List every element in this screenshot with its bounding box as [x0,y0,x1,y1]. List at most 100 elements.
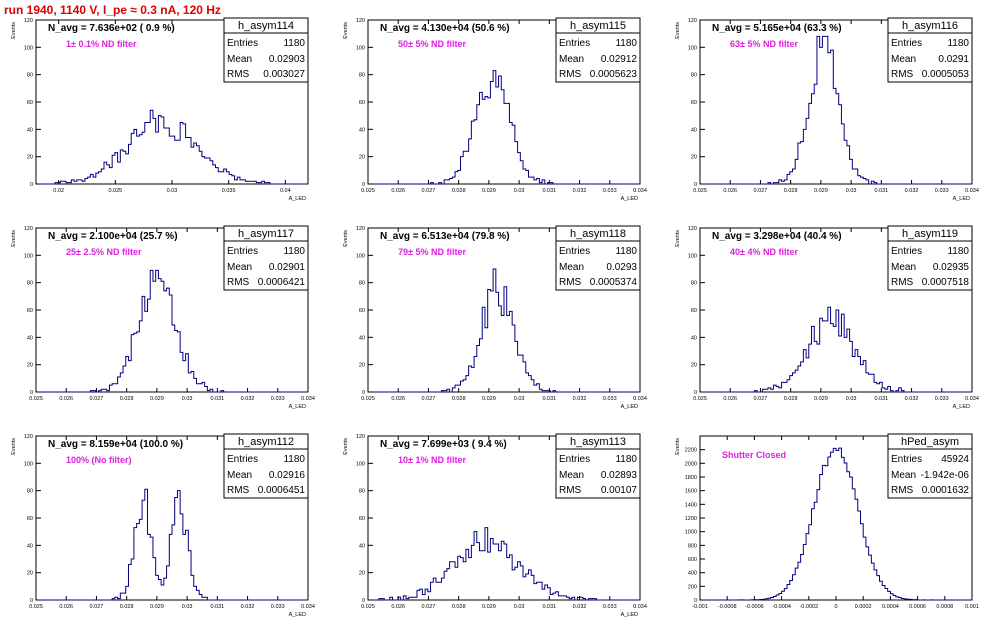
stats-mean-value: 0.02912 [601,54,638,65]
x-tick-label: 0.027 [754,396,768,402]
y-tick-label: 120 [688,226,697,232]
x-tick-label: 0.025 [29,396,43,402]
stats-title: h_asym116 [902,20,958,32]
x-tick-label: 0.032 [573,396,587,402]
stats-title: h_asym119 [902,228,958,240]
x-tick-label: 0.032 [573,188,587,194]
filter-label: 50± 5% ND filter [398,39,466,49]
x-tick-label: 0.034 [965,188,979,194]
x-axis-title: A_LED [289,612,306,618]
histogram-line [700,447,972,601]
y-tick-label: 1200 [685,516,697,522]
stats-rms-value: 0.003027 [263,69,305,80]
navg-label: N_avg = 3.298e+04 (40.4 %) [712,231,842,242]
y-tick-label: 80 [691,281,697,287]
x-tick-label: 0.028 [452,604,466,610]
y-tick-label: 1800 [685,475,697,481]
y-tick-label: 80 [359,489,365,495]
histogram-line [700,306,972,393]
x-tick-label: 0.029 [814,188,828,194]
x-axis-title: A_LED [621,404,638,410]
filter-label: 40± 4% ND filter [730,247,798,257]
y-tick-label: 100 [356,45,365,51]
y-tick-label: 1000 [685,530,697,536]
stats-rms-label: RMS [559,69,582,80]
stats-mean-label: Mean [227,470,252,481]
x-tick-label: 0.028 [784,396,798,402]
stats-box [223,433,309,499]
stats-rms-label: RMS [891,485,914,496]
y-tick-label: 80 [27,489,33,495]
x-tick-label: 0.031 [210,396,224,402]
y-tick-label: 80 [359,281,365,287]
y-tick-label: 60 [27,100,33,106]
histogram-line [368,70,640,185]
y-axis-title: Events [11,22,17,39]
y-tick-label: 2200 [685,448,697,454]
x-tick-label: 0.034 [633,188,647,194]
stats-entries-value: 1180 [283,246,305,257]
x-tick-label: 0.029 [814,396,828,402]
y-tick-label: 40 [359,543,365,549]
x-tick-label: 0.03 [846,188,857,194]
y-tick-label: 120 [24,18,33,24]
y-axis-title: Events [343,438,349,455]
stats-title: h_asym118 [570,228,626,240]
x-tick-label: 0.03 [182,396,193,402]
y-tick-label: 20 [27,363,33,369]
stats-title: h_asym114 [238,20,294,32]
y-tick-label: 0 [362,598,365,604]
stats-entries-value: 1180 [283,454,305,465]
x-tick-label: 0.0006 [909,604,926,610]
stats-entries-value: 1180 [615,246,637,257]
stats-entries-label: Entries [227,246,258,257]
stats-mean-label: Mean [227,262,252,273]
x-tick-label: 0.034 [633,396,647,402]
x-tick-label: 0.031 [542,188,556,194]
x-tick-label: 0.025 [108,188,122,194]
x-tick-label: -0.001 [692,604,708,610]
x-tick-label: 0.031 [874,188,888,194]
navg-label: N_avg = 2.100e+04 (25.7 %) [48,231,178,242]
x-tick-label: -0.0004 [772,604,791,610]
x-tick-label: 0.032 [241,604,255,610]
run-title: run 1940, 1140 V, I_pe ≈ 0.3 nA, 120 Hz [4,3,221,17]
x-axis-title: A_LED [621,612,638,618]
filter-label: 1± 0.1% ND filter [66,39,137,49]
stats-rms-value: 0.0005053 [922,69,970,80]
stats-box [223,17,309,83]
navg-label: N_avg = 6.513e+04 (79.8 %) [380,231,510,242]
stats-entries-label: Entries [559,454,590,465]
x-tick-label: 0.033 [603,396,617,402]
filter-label: 25± 2.5% ND filter [66,247,142,257]
x-tick-label: 0.032 [573,604,587,610]
x-tick-label: 0.031 [542,604,556,610]
y-axis-title: Events [343,22,349,39]
stats-entries-label: Entries [227,38,258,49]
stats-title: h_asym115 [570,20,626,32]
filter-label: 63± 5% ND filter [730,39,798,49]
filter-label: 79± 5% ND filter [398,247,466,257]
y-tick-label: 100 [24,461,33,467]
stats-rms-value: 0.00107 [601,485,638,496]
x-tick-label: 0.026 [391,188,405,194]
y-tick-label: 100 [24,45,33,51]
panel-h_asym115: 0.025 0.026 0.027 0.028 0.029 0.03 0.031 0.032 0… [343,17,647,202]
x-tick-label: 0.033 [935,188,949,194]
stats-rms-label: RMS [891,277,914,288]
stats-entries-value: 45924 [941,454,969,465]
stats-rms-value: 0.0005374 [590,277,638,288]
x-axis-title: A_LED [621,196,638,202]
stats-box [887,433,973,499]
x-tick-label: 0.027 [754,188,768,194]
stats-rms-label: RMS [891,69,914,80]
stats-entries-label: Entries [559,38,590,49]
stats-mean-label: Mean [891,470,916,481]
y-tick-label: 80 [27,73,33,79]
stats-mean-label: Mean [891,262,916,273]
y-tick-label: 40 [691,127,697,133]
x-tick-label: 0.028 [784,188,798,194]
x-tick-label: 0.026 [723,188,737,194]
navg-label: N_avg = 5.165e+04 (63.3 %) [712,23,842,34]
